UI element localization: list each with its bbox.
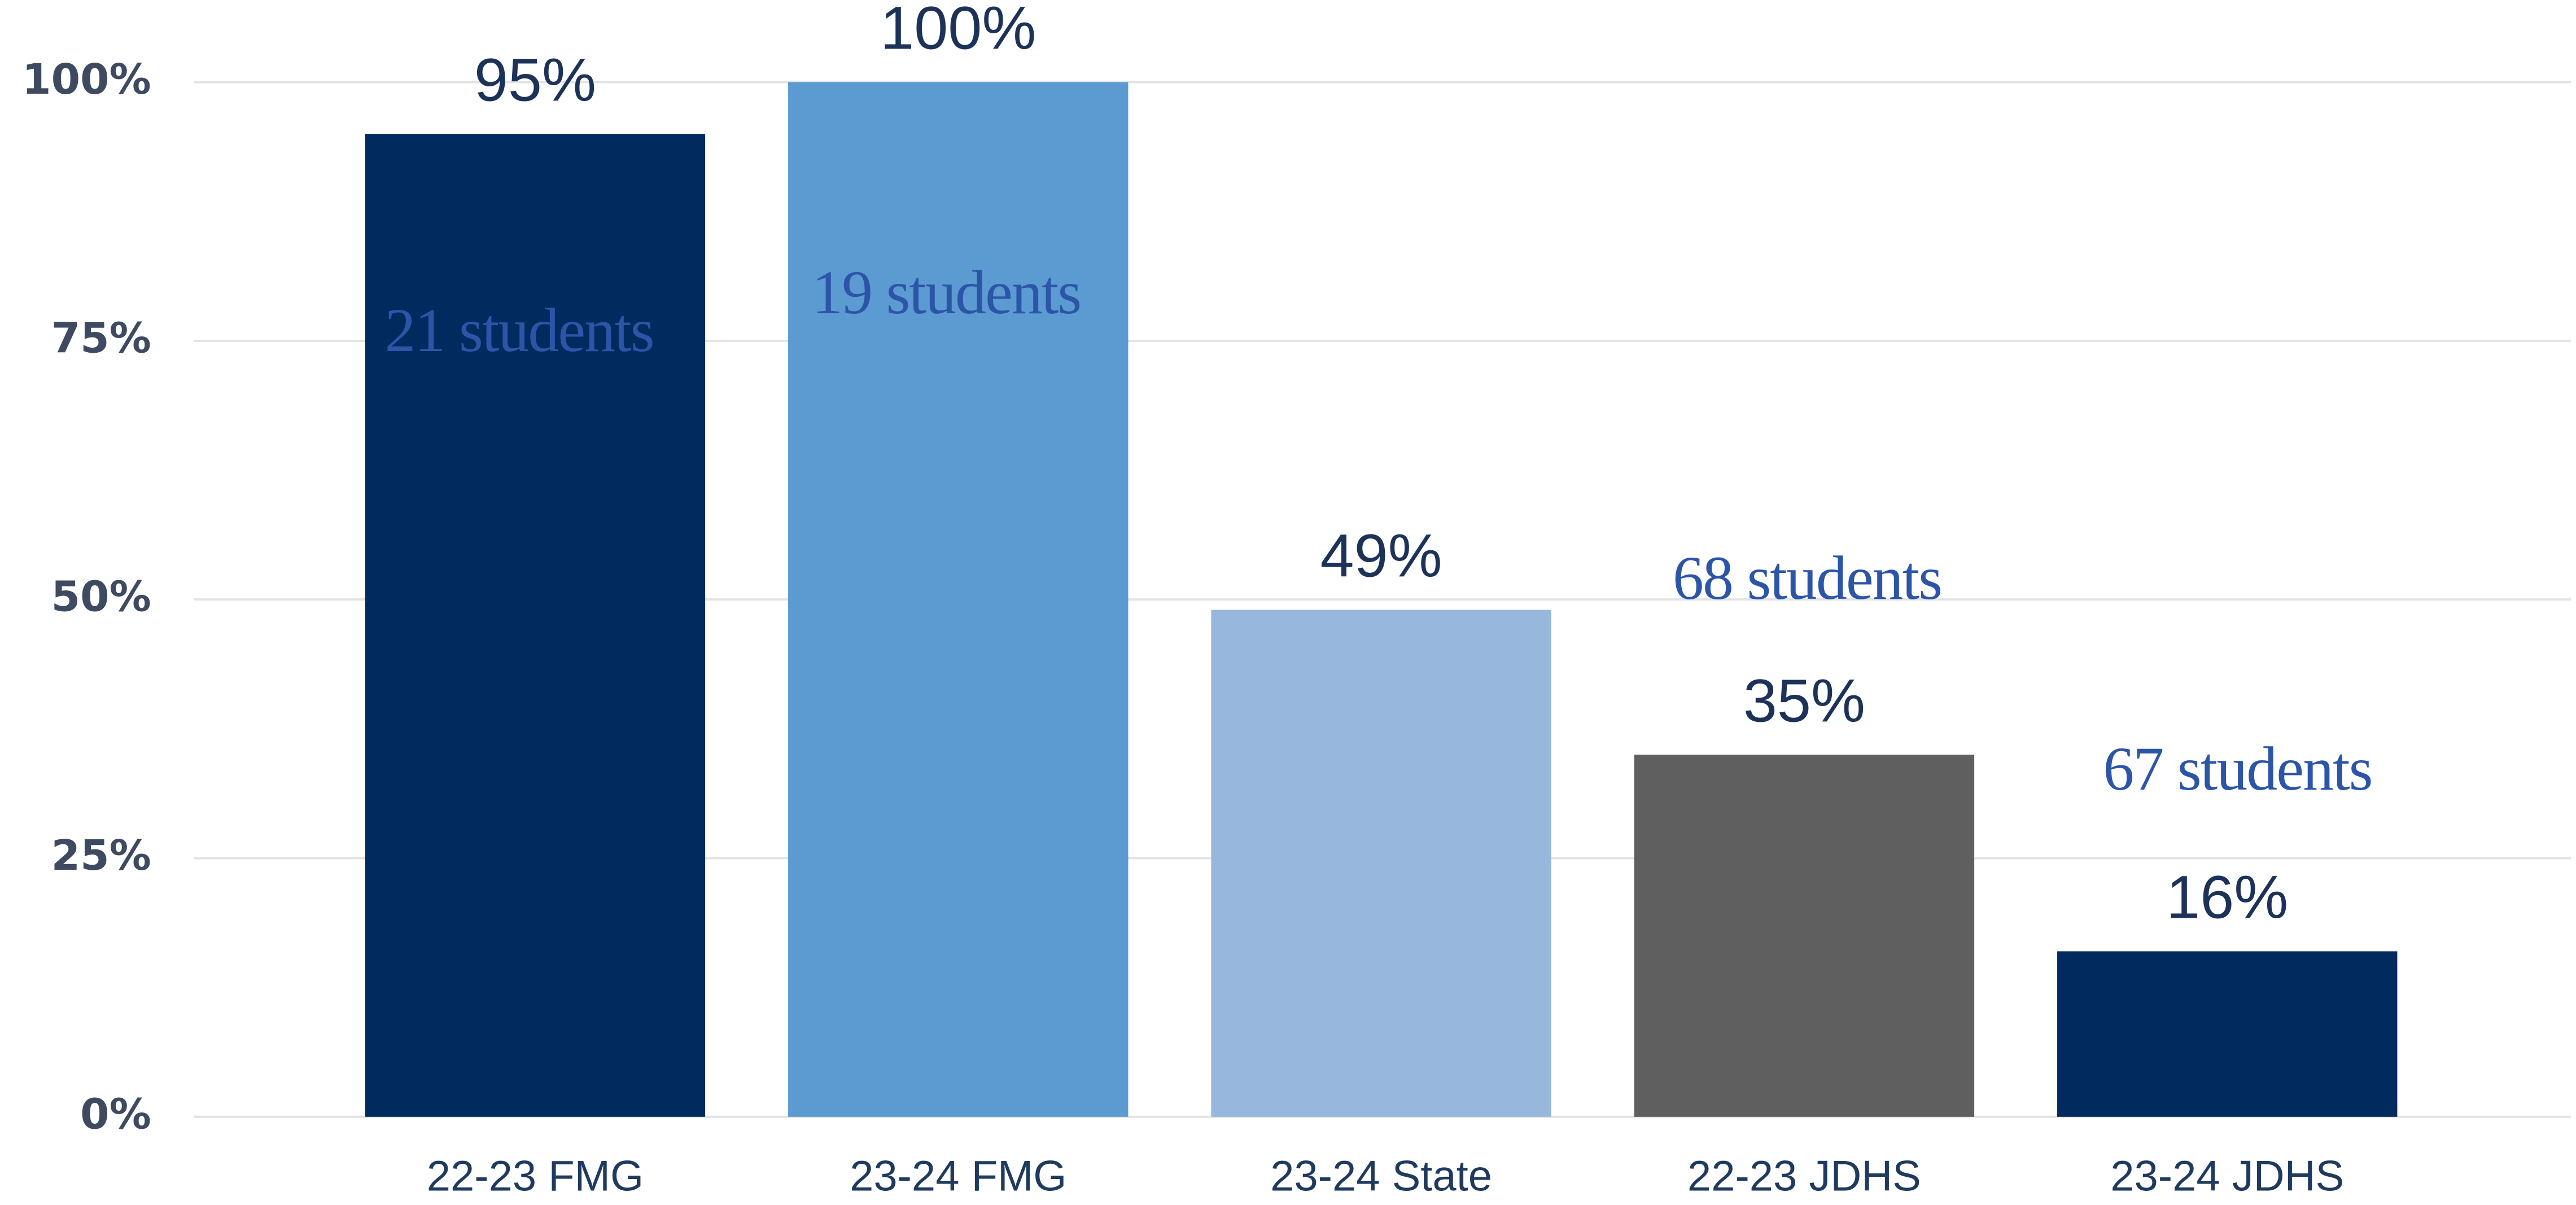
value-label: 49% (1320, 522, 1442, 590)
x-tick-label: 23-24 JDHS (2110, 1152, 2344, 1200)
value-label: 16% (2166, 863, 2288, 931)
y-tick-label: 25% (51, 831, 151, 880)
value-label: 100% (880, 0, 1036, 62)
annotation: 21 students (385, 296, 654, 365)
y-tick-label: 0% (80, 1090, 151, 1138)
x-tick-label: 23-24 State (1270, 1152, 1492, 1200)
value-label: 35% (1743, 666, 1865, 734)
bar (2057, 951, 2398, 1117)
y-tick-label: 50% (51, 573, 151, 621)
x-tick-label: 22-23 FMG (427, 1152, 644, 1200)
annotation: 19 students (812, 258, 1081, 327)
bar (1211, 610, 1551, 1117)
annotation: 67 students (2103, 734, 2372, 803)
annotation: 68 students (1673, 544, 1941, 612)
bar (365, 134, 706, 1117)
bar (1634, 755, 1975, 1117)
x-tick-label: 22-23 JDHS (1687, 1152, 1921, 1200)
x-tick-label: 23-24 FMG (850, 1152, 1066, 1200)
y-tick-label: 100% (22, 55, 151, 104)
value-label: 95% (474, 45, 596, 113)
y-tick-label: 75% (51, 314, 151, 362)
bar (788, 82, 1129, 1117)
